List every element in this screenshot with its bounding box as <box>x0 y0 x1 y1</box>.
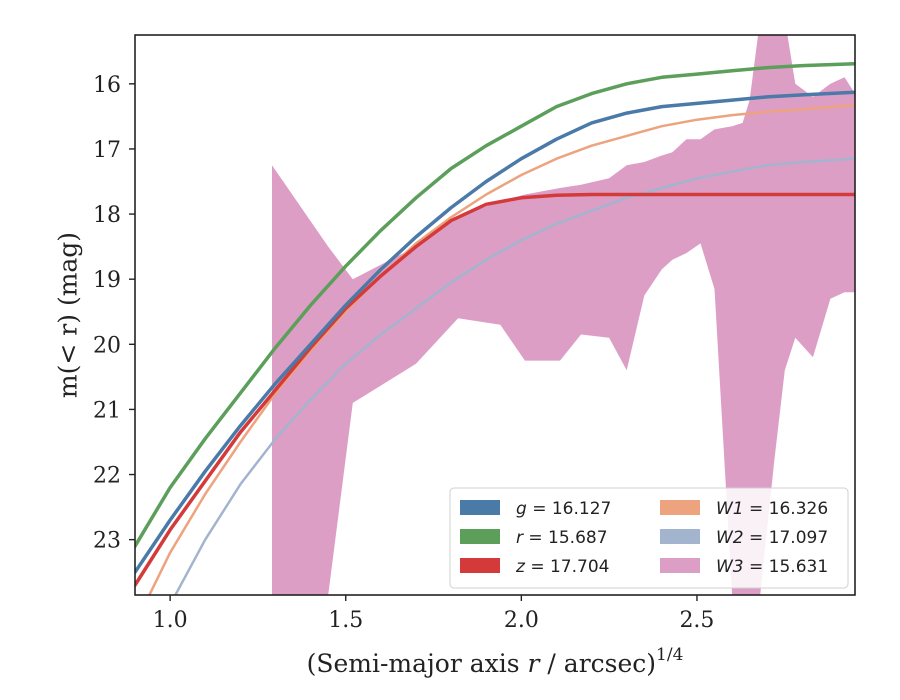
x-tick-label: 2.5 <box>679 608 714 633</box>
y-tick-label: 19 <box>93 268 121 293</box>
y-tick-label: 22 <box>93 464 121 489</box>
legend-label-band: r <box>516 528 524 548</box>
plot-frame <box>134 34 856 596</box>
legend-box <box>449 487 849 589</box>
legend-label-band: z <box>515 557 526 577</box>
x-axis-label-exponent: 1/4 <box>656 645 683 665</box>
legend-label-value: = 17.097 <box>744 528 829 548</box>
legend-label: W1 = 16.326 <box>716 499 828 519</box>
series-layer <box>135 35 855 595</box>
legend-swatch <box>660 558 700 573</box>
legend-swatch <box>660 500 700 515</box>
x-tick-label: 1.5 <box>328 608 363 633</box>
x-axis-label: (Semi-major axis r / arcsec)1/4 <box>307 645 684 678</box>
x-tick-label: 2.0 <box>504 608 539 633</box>
legend-label: r = 15.687 <box>516 528 608 548</box>
y-axis-label-group: m(< r) (mag) <box>54 232 83 398</box>
legend-label-band: W2 <box>716 528 744 548</box>
legend-label-value: = 15.631 <box>744 557 829 577</box>
x-axis-label-part: / arcsec) <box>539 649 656 678</box>
y-axis-label: m(< r) (mag) <box>54 232 83 398</box>
legend-label: z = 17.704 <box>515 557 609 577</box>
legend-label: g = 16.127 <box>516 499 611 519</box>
legend-label: W2 = 17.097 <box>716 528 828 548</box>
series-line-g <box>135 90 855 574</box>
legend-label: W3 = 15.631 <box>716 557 828 577</box>
y-tick-label: 17 <box>93 138 121 163</box>
x-axis-label-part: (Semi-major axis <box>307 649 528 678</box>
x-axis-label-italic: r <box>528 649 542 678</box>
legend-label-band: g <box>516 499 527 519</box>
legend-label-value: = 16.127 <box>527 499 612 519</box>
y-tick-label: 16 <box>93 73 121 98</box>
legend-label-band: W1 <box>716 499 744 519</box>
series-line-r <box>135 61 855 548</box>
legend-swatch <box>660 529 700 544</box>
legend-label-value: = 17.704 <box>525 557 610 577</box>
x-tick-label: 1.0 <box>153 608 188 633</box>
legend-swatch <box>460 558 500 573</box>
y-tick-label: 20 <box>93 333 121 358</box>
series-line-w2 <box>173 157 855 595</box>
legend-label-value: = 15.687 <box>523 528 608 548</box>
series-line-z <box>135 192 855 587</box>
legend-label-value: = 16.326 <box>744 499 829 519</box>
legend-label-band: W3 <box>716 557 744 577</box>
y-tick-label: 18 <box>93 203 121 228</box>
legend-swatch <box>460 500 500 515</box>
series-line-w1 <box>147 104 855 595</box>
axes-layer: 1.0 1.5 2.0 2.5 16 17 18 19 20 21 22 23 <box>93 34 856 633</box>
y-tick-label: 23 <box>93 529 121 554</box>
legend-swatch <box>460 529 500 544</box>
y-tick-label: 21 <box>93 398 121 423</box>
x-axis-label-group: (Semi-major axis r / arcsec)1/4 <box>307 645 684 678</box>
